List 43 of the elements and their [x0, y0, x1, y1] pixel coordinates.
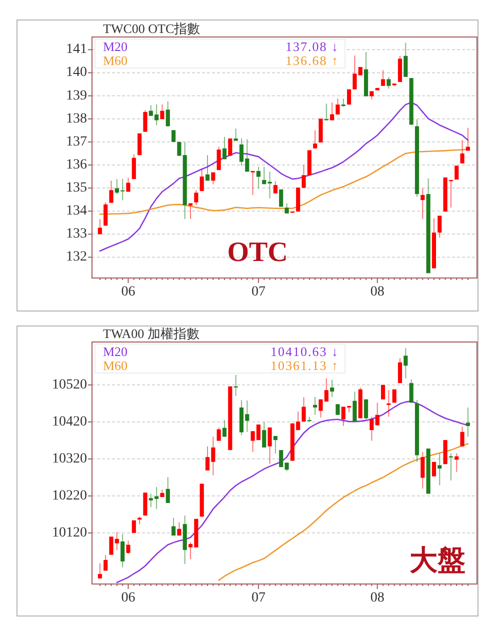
chart-title: TWA00 加權指數 [103, 326, 200, 341]
y-tick-label: 139 [66, 88, 87, 104]
candlestick [318, 118, 323, 143]
x-tick-label: 06 [121, 284, 136, 300]
text: M20 [103, 344, 128, 359]
y-tick-label: 134 [66, 204, 87, 219]
y-tick-label: 141 [66, 42, 87, 58]
candlestick [454, 165, 459, 180]
y-tick-label: 10320 [52, 451, 87, 466]
y-tick-label: 132 [66, 250, 87, 265]
y-tick-label: 136 [66, 157, 87, 172]
candlestick [380, 384, 386, 400]
x-tick-label: 06 [121, 590, 136, 606]
candlestick [228, 138, 232, 156]
x-tick-label: 08 [370, 284, 384, 300]
y-tick-label: 10120 [52, 525, 87, 540]
x-tick-label: 08 [370, 590, 384, 606]
candlestick [177, 141, 182, 156]
x-tick-label: 07 [251, 590, 266, 606]
annotation: 136.68 ↑ [286, 53, 339, 68]
y-tick-label: 140 [66, 65, 87, 80]
y-tick-label: 10520 [52, 377, 87, 392]
candlestick [143, 492, 148, 516]
y-tick-label: 10420 [52, 414, 87, 430]
text: M20 [103, 39, 128, 54]
annotation: OTC [227, 237, 288, 268]
annotation: 10410.63 ↓ [270, 344, 339, 359]
annotation: 10361.13 ↑ [270, 358, 339, 373]
candlestick [336, 404, 340, 416]
annotation: 137.08 ↓ [286, 39, 339, 54]
candlestick [432, 461, 436, 477]
x-tick-label: 07 [251, 284, 266, 300]
annotation: 大盤 [409, 545, 466, 576]
chart-title: TWC00 OTC指數 [103, 21, 200, 36]
y-tick-label: 135 [66, 180, 87, 196]
y-tick-label: 137 [66, 134, 87, 150]
candlestick [132, 520, 136, 534]
text: M60 [103, 358, 128, 373]
text: M60 [103, 53, 128, 68]
y-tick-label: 138 [66, 111, 87, 126]
y-tick-label: 133 [66, 226, 87, 242]
y-tick-label: 10220 [52, 488, 87, 504]
candlestick [171, 130, 176, 142]
